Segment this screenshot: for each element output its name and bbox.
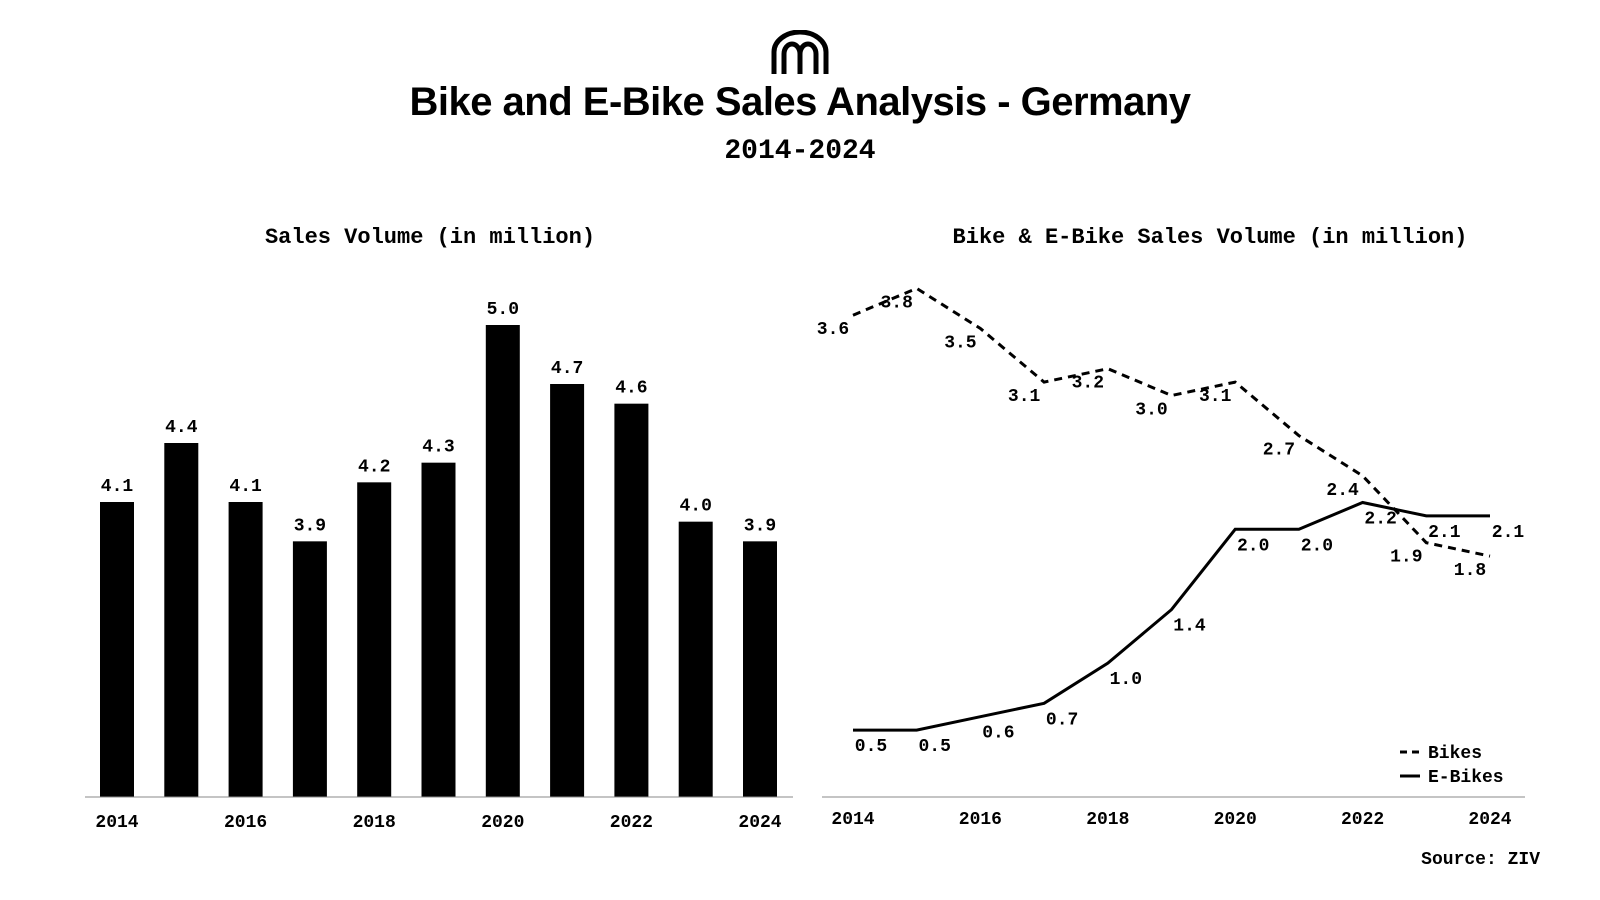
series-line-bikes bbox=[852, 286, 1491, 558]
point-label-bikes: 3.6 bbox=[817, 320, 849, 340]
source-note: Source: ZIV bbox=[1421, 850, 1540, 870]
bar-x-tick-label: 2024 bbox=[738, 813, 781, 833]
line-x-tick-label: 2022 bbox=[1341, 810, 1384, 830]
line-x-tick-label: 2018 bbox=[1086, 810, 1129, 830]
point-label-bikes: 3.2 bbox=[1072, 374, 1104, 394]
point-label-bikes: 3.1 bbox=[1199, 387, 1232, 407]
bar-2024 bbox=[743, 541, 777, 797]
bar-value-label: 4.0 bbox=[679, 497, 711, 517]
point-label-e-bikes: 2.0 bbox=[1237, 536, 1269, 556]
brand-logo-icon bbox=[771, 30, 829, 74]
legend-label-e-bikes: E-Bikes bbox=[1428, 768, 1504, 788]
series-line-e-bikes bbox=[853, 500, 1490, 732]
point-label-bikes: 3.8 bbox=[880, 293, 912, 313]
line-chart-title: Bike & E-Bike Sales Volume (in million) bbox=[953, 225, 1468, 250]
point-label-e-bikes: 1.4 bbox=[1173, 617, 1206, 637]
bar-value-label: 4.2 bbox=[358, 457, 390, 477]
line-x-tick-label: 2016 bbox=[959, 810, 1002, 830]
bar-value-label: 4.1 bbox=[229, 477, 262, 497]
bar-2015 bbox=[164, 443, 199, 797]
point-label-e-bikes: 0.5 bbox=[855, 737, 887, 757]
bar-chart-title: Sales Volume (in million) bbox=[265, 225, 595, 250]
bar-chart: Sales Volume (in million) 4.1 4.4 4.1 3.9 4.2… bbox=[85, 225, 793, 833]
bar-2019 bbox=[421, 462, 456, 797]
line-chart: Bike & E-Bike Sales Volume (in million) 3… bbox=[817, 225, 1525, 830]
bar-value-label: 4.7 bbox=[551, 359, 583, 379]
bar-value-label: 3.9 bbox=[744, 516, 776, 536]
bar-x-tick-label: 2016 bbox=[224, 813, 267, 833]
point-label-e-bikes: 0.5 bbox=[918, 737, 950, 757]
page-title: Bike and E-Bike Sales Analysis - Germany bbox=[409, 80, 1191, 124]
bar-value-label: 3.9 bbox=[294, 516, 326, 536]
bar-x-tick-label: 2018 bbox=[353, 813, 396, 833]
point-label-e-bikes: 1.0 bbox=[1110, 670, 1142, 690]
bar-value-label: 4.3 bbox=[422, 438, 454, 458]
bar-x-tick-label: 2022 bbox=[610, 813, 653, 833]
line-legend: Bikes E-Bikes bbox=[1400, 744, 1504, 788]
bar-2022 bbox=[614, 403, 649, 797]
bar-2016 bbox=[228, 502, 263, 797]
point-label-bikes: 2.7 bbox=[1263, 441, 1295, 461]
point-label-bikes: 3.0 bbox=[1135, 400, 1167, 420]
legend-label-bikes: Bikes bbox=[1428, 744, 1482, 764]
point-label-e-bikes: 2.1 bbox=[1492, 523, 1525, 543]
point-label-e-bikes: 0.7 bbox=[1046, 710, 1078, 730]
point-label-e-bikes: 2.0 bbox=[1301, 536, 1333, 556]
line-x-tick-label: 2024 bbox=[1468, 810, 1511, 830]
bar-2020 bbox=[485, 325, 520, 797]
bar-value-label: 4.4 bbox=[165, 418, 198, 438]
point-label-bikes: 2.4 bbox=[1326, 481, 1359, 501]
point-label-bikes: 3.5 bbox=[944, 334, 976, 354]
bar-2014 bbox=[100, 502, 134, 797]
page-subtitle: 2014-2024 bbox=[724, 136, 876, 167]
bar-value-label: 4.1 bbox=[101, 477, 134, 497]
point-label-bikes: 3.1 bbox=[1008, 387, 1041, 407]
point-label-e-bikes: 0.6 bbox=[982, 724, 1014, 744]
bar-x-tick-label: 2014 bbox=[95, 813, 138, 833]
bar-2021 bbox=[550, 384, 585, 797]
bar-2018 bbox=[357, 482, 392, 797]
bar-2023 bbox=[678, 521, 713, 797]
bar-value-label: 5.0 bbox=[487, 300, 519, 320]
line-x-tick-label: 2014 bbox=[831, 810, 874, 830]
point-label-bikes: 1.8 bbox=[1454, 561, 1486, 581]
bar-value-label: 4.6 bbox=[615, 379, 647, 399]
bar-x-tick-label: 2020 bbox=[481, 813, 524, 833]
logo-container bbox=[0, 30, 1600, 74]
line-x-tick-label: 2020 bbox=[1214, 810, 1257, 830]
bar-2017 bbox=[292, 541, 327, 797]
point-label-e-bikes: 2.1 bbox=[1428, 523, 1461, 543]
point-label-bikes: 1.9 bbox=[1390, 548, 1422, 568]
point-label-e-bikes: 2.2 bbox=[1364, 510, 1396, 530]
